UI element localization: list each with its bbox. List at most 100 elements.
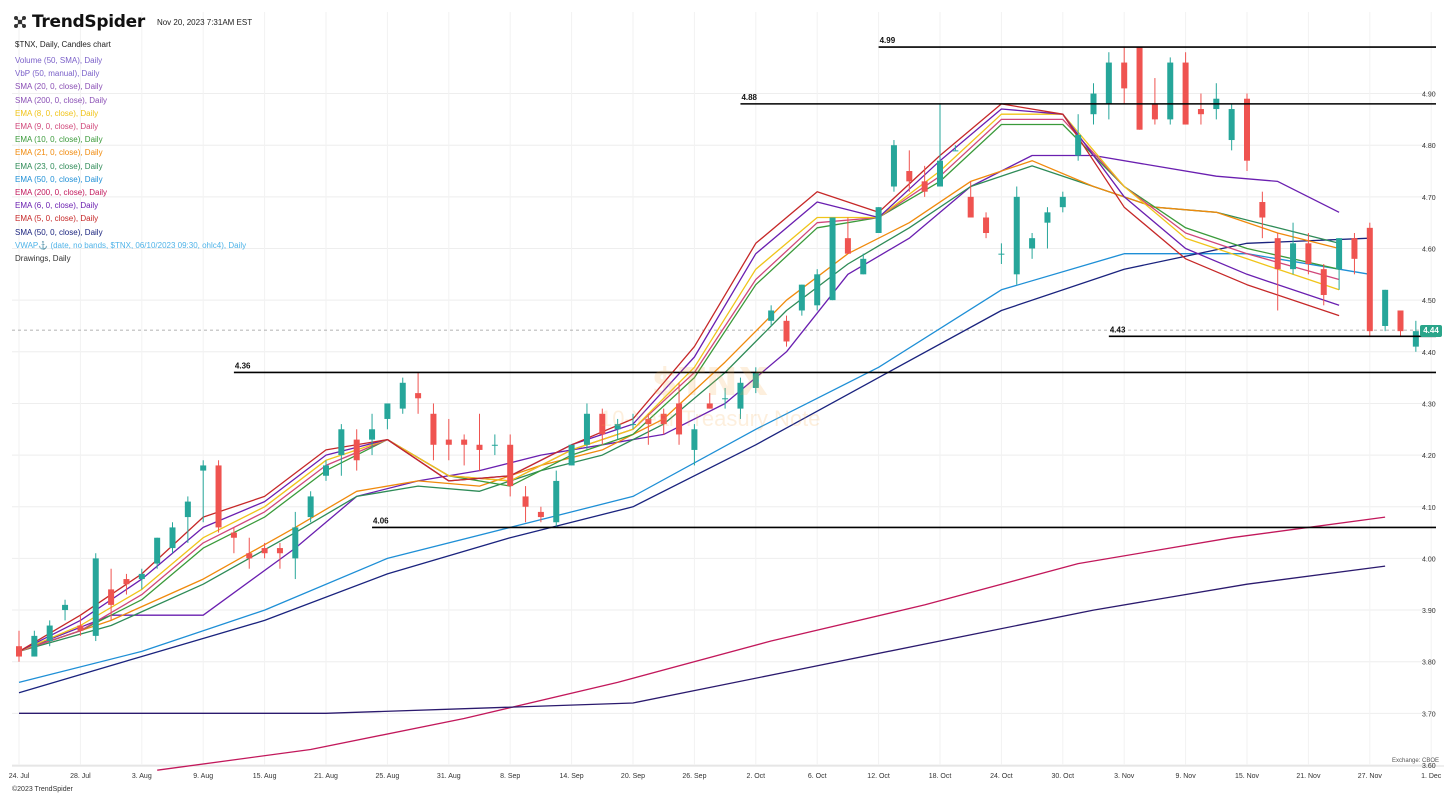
candle-body — [1382, 289, 1389, 326]
candle-body — [522, 496, 529, 507]
indicator-line — [18, 160, 1340, 653]
x-tick-label: 27. Nov — [1358, 773, 1383, 780]
legend-item[interactable]: EMA (21, 0, close), Daily — [15, 148, 103, 158]
legend-item[interactable]: SMA (50, 0, close), Daily — [15, 227, 103, 237]
candle-body — [998, 253, 1005, 255]
candle-body — [46, 625, 53, 642]
symbol-line: $TNX, Daily, Candles chart — [15, 40, 111, 49]
indicator-legend: Volume (50, SMA), Daily VbP (50, manual),… — [15, 54, 246, 265]
x-tick-label: 26. Sep — [682, 773, 706, 780]
candle-body — [814, 274, 821, 306]
x-tick-label: 2. Oct — [746, 773, 765, 780]
candle-body — [338, 429, 345, 456]
last-price-tag: 4.44 — [1420, 325, 1442, 337]
candle-body — [154, 537, 161, 564]
candle-body — [1412, 331, 1419, 347]
x-tick-label: 21. Aug — [314, 773, 338, 780]
x-tick-label: 21. Nov — [1296, 773, 1321, 780]
candle-body — [983, 217, 990, 234]
legend-item[interactable]: Drawings, Daily — [15, 254, 71, 264]
horizontal-level-label: 4.88 — [741, 93, 757, 102]
candle-body — [307, 496, 314, 518]
candle-body — [1182, 62, 1189, 125]
candle-body — [138, 573, 145, 580]
candle-body — [553, 480, 560, 523]
legend-item[interactable]: VWAP⚓ (date, no bands, $TNX, 06/10/2023 … — [15, 240, 247, 250]
y-tick-label: 4.80 — [1422, 143, 1436, 150]
candle-body — [937, 160, 943, 187]
legend-item[interactable]: Volume (50, SMA), Daily — [15, 56, 103, 65]
y-tick-label: 4.00 — [1422, 556, 1436, 563]
x-tick-label: 31. Aug — [437, 773, 461, 780]
candle-body — [537, 511, 544, 518]
legend-item[interactable]: EMA (23, 0, close), Daily — [15, 161, 103, 171]
candle-body — [1121, 62, 1128, 89]
indicator-line — [18, 113, 1340, 652]
candle-body — [844, 238, 851, 254]
x-tick-label: 9. Nov — [1175, 773, 1196, 780]
candle-body — [967, 196, 974, 218]
legend-item[interactable]: EMA (200, 0, close), Daily — [15, 188, 108, 198]
candle-body — [890, 145, 897, 187]
candle-body — [230, 532, 237, 538]
candle-body — [829, 217, 836, 301]
candle-body — [123, 579, 130, 585]
candle-body — [952, 150, 959, 152]
candle-body — [1397, 310, 1404, 332]
horizontal-level-label: 4.43 — [1110, 325, 1126, 334]
legend-item[interactable]: VbP (50, manual), Daily — [15, 69, 100, 79]
y-tick-label: 4.10 — [1422, 505, 1436, 512]
y-tick-label: 4.20 — [1422, 453, 1436, 460]
y-tick-label: 4.90 — [1422, 92, 1436, 99]
candle-body — [92, 558, 99, 636]
horizontal-level-label: 4.06 — [373, 516, 389, 525]
copyright: ©2023 TrendSpider — [12, 786, 73, 793]
x-tick-label: 15. Nov — [1235, 773, 1260, 780]
candle-body — [476, 444, 483, 450]
legend-item[interactable]: EMA (5, 0, close), Daily — [15, 214, 99, 224]
legend-item[interactable]: EMA (10, 0, close), Daily — [15, 135, 103, 145]
legend-item[interactable]: SMA (200, 0, close), Daily — [15, 95, 108, 105]
chart-timestamp: Nov 20, 2023 7:31AM EST — [156, 17, 253, 27]
candle-body — [415, 393, 422, 399]
y-tick-label: 3.90 — [1422, 608, 1436, 615]
y-tick-label: 4.30 — [1422, 401, 1436, 408]
candle-body — [1105, 62, 1112, 104]
candle-body — [292, 527, 299, 559]
candle-body — [691, 429, 698, 450]
legend-item[interactable]: SMA (20, 0, close), Daily — [15, 82, 103, 92]
candle-body — [1136, 47, 1143, 130]
candle-body — [200, 465, 207, 471]
candle-body — [430, 413, 437, 445]
legend-item[interactable]: EMA (8, 0, close), Daily — [15, 108, 99, 118]
candle-body — [660, 413, 667, 425]
candle-body — [1029, 238, 1036, 249]
candle-body — [737, 382, 744, 409]
x-tick-label: 9. Aug — [193, 773, 213, 780]
x-tick-label: 12. Oct — [867, 773, 890, 780]
candle-body — [1059, 196, 1066, 208]
x-tick-label: 24. Oct — [990, 773, 1013, 780]
legend-item[interactable]: EMA (6, 0, close), Daily — [15, 201, 99, 211]
legend-item[interactable]: EMA (9, 0, close), Daily — [15, 122, 99, 132]
y-tick-label: 3.80 — [1422, 660, 1436, 667]
x-tick-label: 3. Nov — [1114, 773, 1135, 780]
x-tick-label: 28. Jul — [70, 773, 91, 780]
candle-body — [77, 625, 84, 631]
candle-body — [1290, 243, 1297, 270]
indicator-line — [18, 108, 1340, 652]
candle-body — [1320, 269, 1327, 295]
candle-body — [169, 527, 176, 549]
candle-body — [276, 548, 283, 554]
x-tick-label: 8. Sep — [500, 773, 520, 780]
x-tick-label: 25. Aug — [376, 773, 400, 780]
candle-body — [798, 284, 805, 311]
candle-body — [1228, 109, 1235, 141]
exchange-label: Exchange: CBOE — [1392, 758, 1440, 764]
x-tick-label: 18. Oct — [929, 773, 952, 780]
legend-item[interactable]: EMA (50, 0, close), Daily — [15, 174, 103, 184]
candle-body — [1244, 98, 1250, 161]
candle-body — [722, 398, 729, 400]
